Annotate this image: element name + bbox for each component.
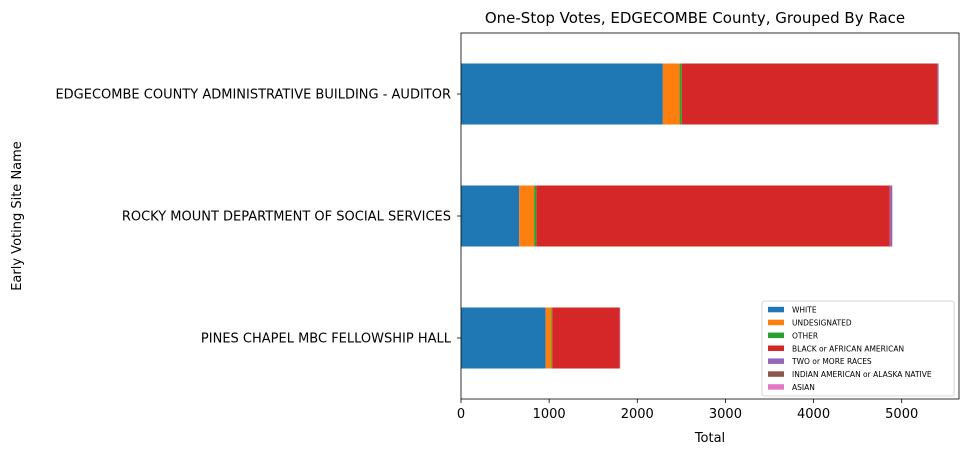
bar-segment-black-or-african-american-2 — [552, 307, 620, 369]
y-tick-label: PINES CHAPEL MBC FELLOWSHIP HALL — [201, 332, 452, 347]
bar-segment-undesignated-2 — [545, 307, 552, 369]
legend-swatch — [768, 345, 784, 351]
x-tick-label: 1000 — [533, 407, 566, 422]
bar-segment-two-or-more-races-0 — [937, 63, 939, 125]
bar-segment-two-or-more-races-1 — [889, 185, 892, 247]
y-ticks-group: PINES CHAPEL MBC FELLOWSHIP HALL ROCKY MO… — [55, 88, 461, 347]
legend-label: OTHER — [792, 331, 818, 340]
bar-segment-white-2 — [461, 307, 546, 369]
bar-segment-white-0 — [461, 63, 663, 125]
x-tick-label: 3000 — [709, 407, 742, 422]
x-tick-label: 4000 — [797, 407, 830, 422]
legend-frame — [761, 300, 955, 397]
x-tick-label: 5000 — [885, 407, 918, 422]
legend-label: BLACK or AFRICAN AMERICAN — [792, 344, 904, 353]
legend-label: TWO or MORE RACES — [791, 357, 872, 366]
x-tick-label: 0 — [457, 407, 465, 422]
legend-swatch — [768, 332, 784, 339]
legend-swatch — [768, 306, 784, 313]
bar-segment-other-2 — [551, 307, 553, 369]
legend-swatch — [768, 358, 784, 364]
bar-segment-black-or-african-american-0 — [681, 63, 938, 125]
y-tick-label: EDGECOMBE COUNTY ADMINISTRATIVE BUILDING… — [55, 88, 451, 103]
bar-segment-black-or-african-american-1 — [536, 185, 890, 247]
bar-segment-other-0 — [679, 63, 682, 125]
legend-swatch — [768, 371, 784, 377]
chart-title: One-Stop Votes, EDGECOMBE County, Groupe… — [485, 9, 905, 27]
legend-swatch — [768, 384, 784, 390]
bar-segment-indian-american-or-alaska-native-1 — [891, 185, 893, 247]
bars-group — [461, 63, 939, 369]
legend-label: UNDESIGNATED — [792, 319, 852, 328]
x-axis-label: Total — [694, 431, 725, 446]
legend-label: WHITE — [792, 306, 817, 315]
bar-segment-undesignated-0 — [662, 63, 680, 125]
bar-segment-undesignated-1 — [519, 185, 535, 247]
legend-label: INDIAN AMERICAN or ALASKA NATIVE — [792, 370, 932, 379]
y-tick-label: ROCKY MOUNT DEPARTMENT OF SOCIAL SERVICE… — [122, 210, 451, 225]
legend-swatch — [768, 319, 784, 326]
x-ticks-group: 0 1000 2000 3000 4000 5000 — [457, 399, 918, 422]
y-axis-label: Early Voting Site Name — [10, 141, 25, 291]
legend-label: ASIAN — [792, 383, 815, 392]
x-tick-label: 2000 — [621, 407, 654, 422]
bar-segment-white-1 — [461, 185, 520, 247]
bar-segment-other-1 — [534, 185, 537, 247]
legend: WHITE UNDESIGNATED OTHER BLACK or AFRICAN A… — [761, 300, 955, 397]
